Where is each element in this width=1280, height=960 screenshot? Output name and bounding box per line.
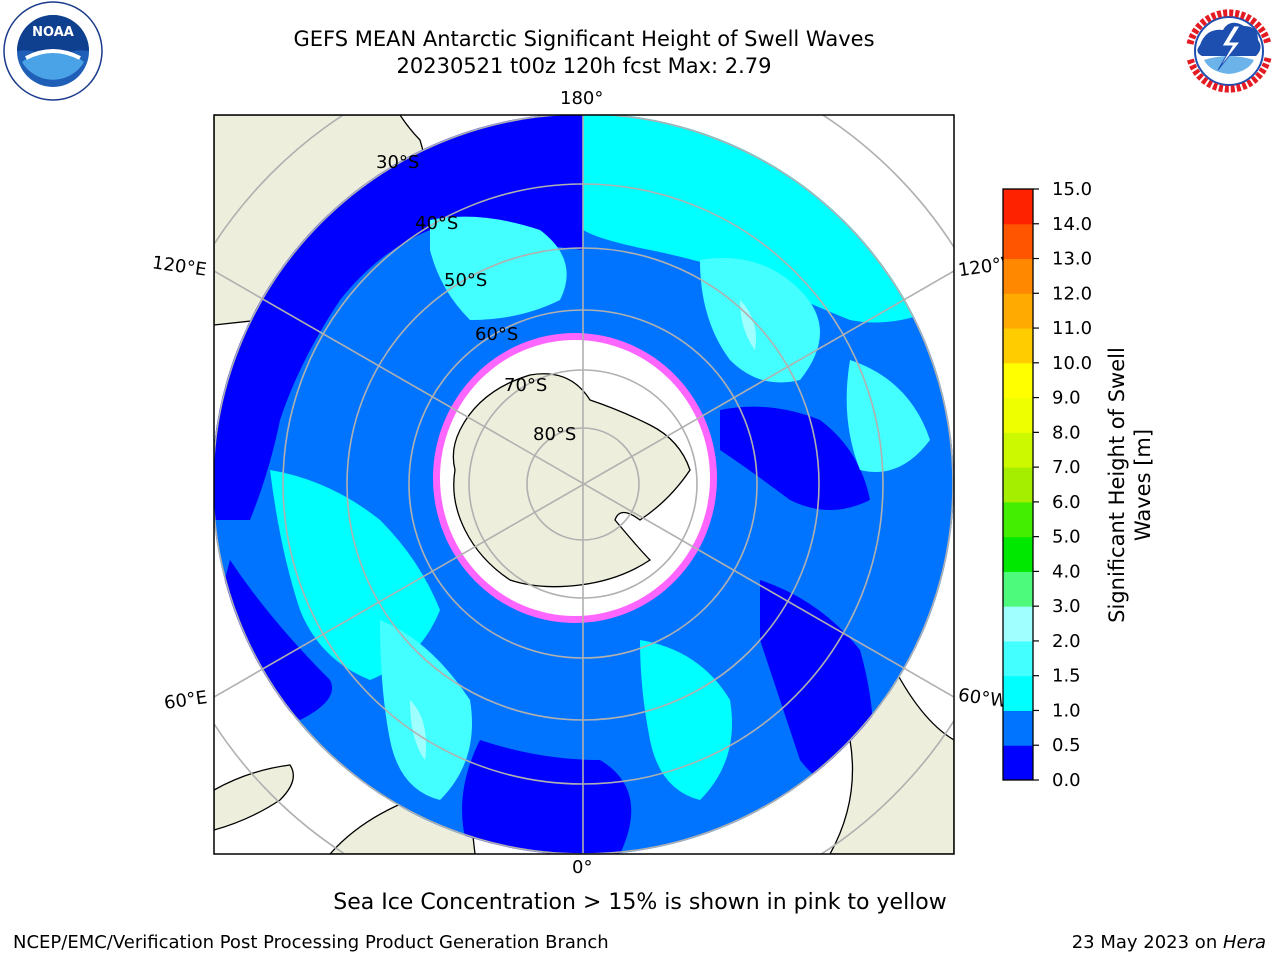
colorbar-label: Significant Height of Swell Waves [m] (1105, 347, 1155, 623)
lat-label-30s: 30°S (376, 152, 420, 173)
lon-label-180: 180° (560, 88, 604, 109)
footer-date-text: 23 May 2023 on (1071, 932, 1223, 953)
chart-title: GEFS MEAN Antarctic Significant Height o… (293, 27, 875, 51)
lat-label-40s: 40°S (415, 213, 459, 234)
footer-date: 23 May 2023 on Hera (1072, 932, 1266, 953)
graticule (214, 115, 954, 854)
sea-ice-note: Sea Ice Concentration > 15% is shown in … (333, 890, 947, 915)
lat-label-50s: 50°S (444, 270, 488, 291)
map-frame (213, 114, 955, 855)
lat-label-60s: 60°S (475, 324, 519, 345)
land-antarctica (452, 373, 691, 588)
footer-host: Hera (1222, 932, 1266, 953)
noaa-logo: NOAA (3, 1, 103, 101)
chart-subtitle: 20230521 t00z 120h fcst Max: 2.79 (396, 54, 772, 78)
lat-label-70s: 70°S (504, 375, 548, 396)
lat-label-80s: 80°S (533, 424, 577, 445)
noaa-logo-text: NOAA (32, 25, 74, 40)
footer-branch: NCEP/EMC/Verification Post Processing Pr… (13, 932, 609, 953)
lon-label-0: 0° (572, 857, 593, 878)
nws-logo (1181, 3, 1277, 99)
